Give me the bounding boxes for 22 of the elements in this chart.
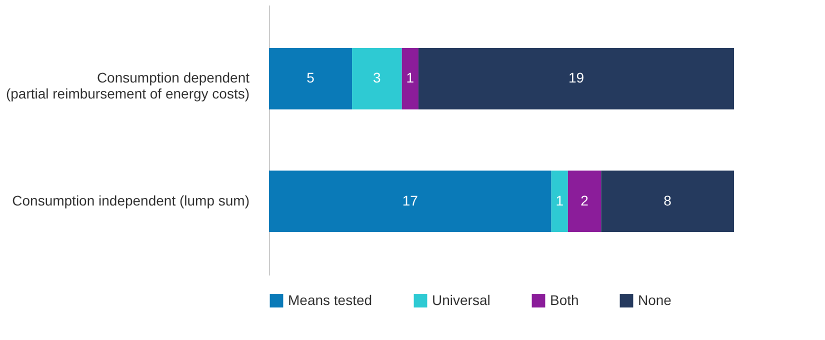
data-label: 8 xyxy=(664,192,672,208)
y-tick-label: Consumption independent (lump sum) xyxy=(12,192,250,208)
bar xyxy=(402,48,418,110)
data-label: 2 xyxy=(580,192,589,208)
bar xyxy=(568,170,602,232)
legend-label: Both xyxy=(550,292,579,308)
legend-label: Means tested xyxy=(288,292,372,308)
data-label: 3 xyxy=(373,70,382,86)
y-tick-label: Consumption dependent (partial reimbursement of energy costs) xyxy=(6,70,250,102)
bar xyxy=(269,170,552,232)
data-label: 19 xyxy=(568,70,584,86)
bar xyxy=(601,170,734,232)
legend-label: None xyxy=(638,292,672,308)
data-label: 1 xyxy=(406,70,414,86)
bar xyxy=(551,170,568,232)
data-label: 5 xyxy=(306,70,315,86)
data-label: 1 xyxy=(556,192,564,208)
bar xyxy=(269,48,352,110)
data-label: 17 xyxy=(402,192,418,208)
legend-label: Universal xyxy=(432,292,490,308)
bar xyxy=(418,48,734,110)
bar xyxy=(352,48,402,110)
